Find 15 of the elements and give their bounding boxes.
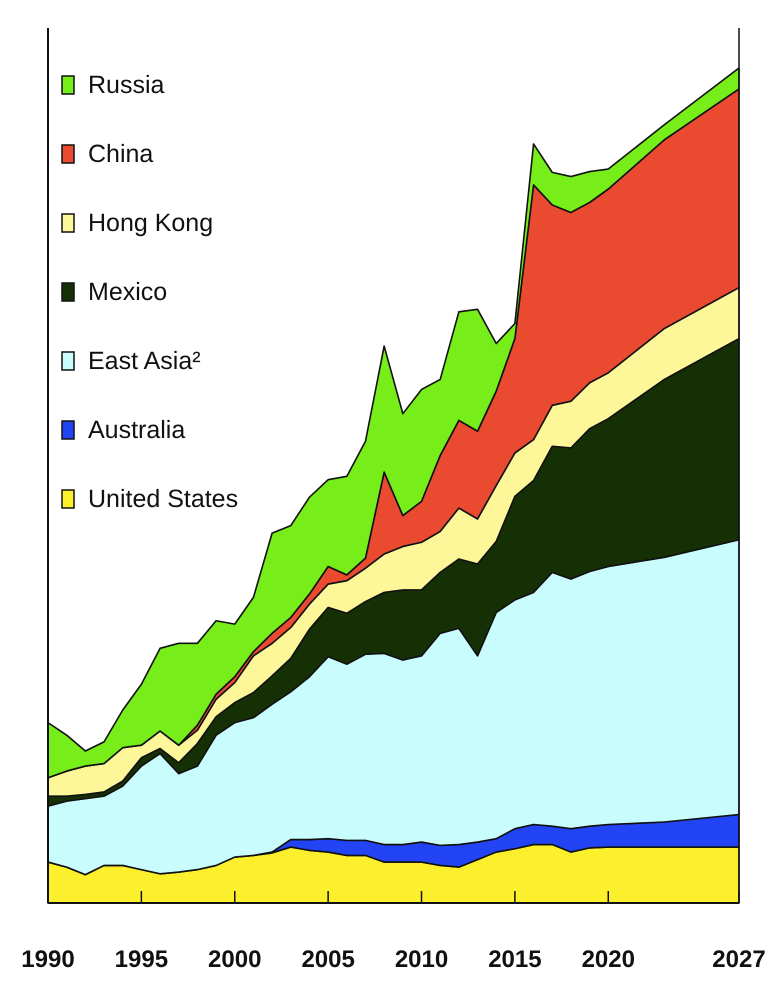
legend-label: Russia [88, 71, 165, 99]
legend-label: East Asia² [88, 347, 201, 375]
x-tick-label: 1995 [114, 946, 168, 973]
x-tick-label: 1990 [21, 946, 75, 973]
x-tick-label: 2005 [301, 946, 355, 973]
legend-label: United States [88, 485, 238, 513]
legend-label: Hong Kong [88, 209, 214, 237]
x-tick-label: 2020 [582, 946, 635, 973]
legend-label: Australia [88, 416, 186, 444]
x-tick-label: 2010 [394, 946, 448, 973]
legend-label: Mexico [88, 278, 168, 306]
x-tick-label: 2027 [712, 946, 766, 973]
x-tick-label: 2000 [208, 946, 262, 973]
x-tick-label: 2015 [488, 946, 542, 973]
legend-label: China [88, 140, 154, 168]
